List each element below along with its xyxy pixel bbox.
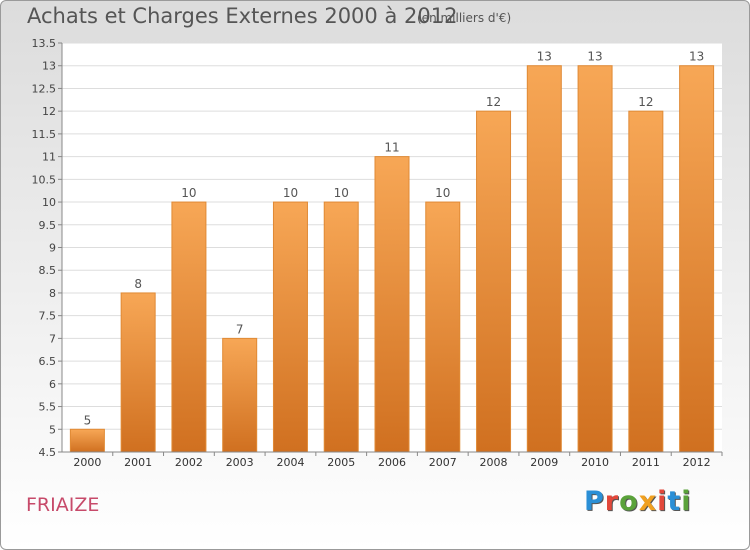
x-tick-label: 2012	[683, 456, 711, 469]
logo-letter: i	[657, 486, 668, 517]
chart-unit: (en milliers d'€)	[417, 11, 512, 25]
bar	[120, 292, 156, 453]
y-tick-label: 11	[42, 151, 56, 164]
y-tick-label: 12.5	[32, 82, 57, 95]
x-tick-label: 2009	[530, 456, 558, 469]
bar	[374, 156, 410, 453]
x-tick-label: 2011	[632, 456, 660, 469]
y-tick-label: 5	[49, 423, 56, 436]
logo-letter: i	[681, 486, 692, 517]
bar	[476, 110, 512, 453]
chart-title: Achats et Charges Externes 2000 à 2012	[27, 4, 458, 28]
logo-letter: r	[604, 486, 620, 517]
x-tick-label: 2006	[378, 456, 406, 469]
x-tick-label: 2008	[480, 456, 508, 469]
logo-letter: t	[667, 486, 682, 517]
x-tick-label: 2004	[276, 456, 304, 469]
bar-value-label: 13	[689, 50, 704, 64]
bar	[526, 65, 562, 453]
x-axis: 2000 2001 2002 2003 2004 2005 2006 2007 2008 2009…	[62, 451, 723, 469]
y-tick-label: 5.5	[39, 401, 57, 414]
bar	[69, 428, 105, 453]
y-tick-label: 10	[42, 196, 56, 209]
bar	[272, 201, 308, 453]
x-tick-label: 2002	[175, 456, 203, 469]
y-tick-label: 12	[42, 105, 56, 118]
bar-value-label: 10	[334, 186, 349, 200]
y-tick-label: 13	[42, 60, 56, 73]
bars: 5 8 10 7 10 10 11 10 12 13 13 12 13	[69, 50, 715, 453]
y-tick-label: 9	[49, 242, 56, 255]
logo-letter: x	[638, 486, 658, 517]
x-tick-label: 2001	[124, 456, 152, 469]
y-tick-label: 11.5	[32, 128, 57, 141]
bar-value-label: 8	[134, 277, 142, 291]
y-tick-label: 8	[49, 287, 56, 300]
y-tick-label: 8.5	[39, 264, 57, 277]
bar-value-label: 10	[181, 186, 196, 200]
proxiti-logo: Proxiti	[584, 486, 692, 517]
y-tick-label: 6	[49, 378, 56, 391]
y-tick-label: 4.5	[39, 446, 57, 459]
x-tick-label: 2007	[429, 456, 457, 469]
y-tick-label: 10.5	[32, 173, 57, 186]
bar-value-label: 11	[384, 141, 399, 155]
bar	[628, 110, 664, 453]
bar	[323, 201, 359, 453]
bar-value-label: 13	[537, 50, 552, 64]
y-tick-label: 6.5	[39, 355, 57, 368]
x-tick-label: 2005	[327, 456, 355, 469]
x-tick-label: 2010	[581, 456, 609, 469]
x-tick-label: 2000	[73, 456, 101, 469]
bar-value-label: 10	[283, 186, 298, 200]
logo-letter: o	[619, 486, 639, 517]
bar-value-label: 12	[486, 95, 501, 109]
bar-value-label: 10	[435, 186, 450, 200]
bar-value-label: 7	[236, 322, 244, 336]
bar	[222, 337, 258, 453]
x-tick-label: 2003	[226, 456, 254, 469]
bar	[425, 201, 461, 453]
y-tick-label: 7	[49, 332, 56, 345]
y-tick-label: 13.5	[32, 37, 57, 50]
y-tick-label: 7.5	[39, 310, 57, 323]
bar-value-label: 12	[638, 95, 653, 109]
bar	[577, 65, 613, 453]
bar	[679, 65, 715, 453]
y-axis: 4.5 5 5.5 6 6.5 7 7.5 8 8.5 9 9.5 10 10.5 11 11.5 12 12.…	[32, 37, 63, 459]
y-tick-label: 9.5	[39, 219, 57, 232]
bar-value-label: 13	[587, 50, 602, 64]
commune-name: FRIAIZE	[26, 494, 100, 516]
logo-letter: P	[584, 486, 605, 517]
bar	[171, 201, 207, 453]
bar-value-label: 5	[84, 413, 92, 427]
